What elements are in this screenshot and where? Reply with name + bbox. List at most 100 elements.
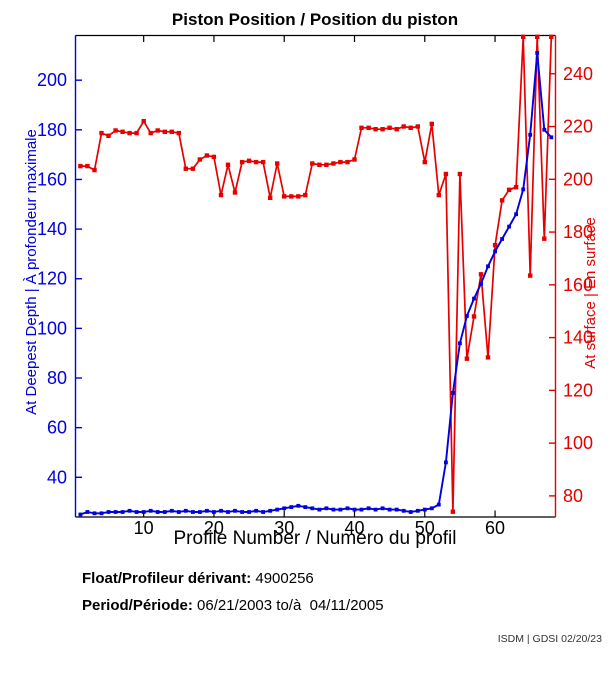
data-point-marker	[127, 130, 132, 136]
data-point-marker	[225, 162, 231, 167]
data-point-marker	[134, 130, 139, 136]
data-point-marker	[506, 187, 512, 192]
x-tick-label: 10	[134, 518, 154, 538]
data-point-marker	[436, 502, 441, 507]
data-point-marker	[205, 508, 209, 513]
data-point-marker	[451, 391, 455, 395]
data-point-marker	[106, 510, 111, 514]
data-point-marker	[120, 129, 125, 134]
data-point-marker	[408, 510, 413, 514]
data-point-marker	[148, 508, 153, 513]
float-label: Float/Profileur dérivant:	[82, 570, 252, 587]
data-point-marker	[317, 507, 322, 512]
data-point-marker	[450, 509, 456, 514]
right-tick-label: 80	[563, 486, 583, 506]
data-point-marker	[422, 159, 427, 165]
data-point-marker	[429, 506, 434, 511]
data-point-marker	[148, 130, 153, 136]
data-point-marker	[401, 508, 406, 513]
data-point-marker	[535, 34, 540, 39]
data-point-marker	[471, 314, 477, 319]
data-point-marker	[317, 162, 322, 167]
data-point-marker	[275, 161, 280, 166]
left-tick-label: 100	[37, 318, 67, 338]
surface-series-markers	[78, 34, 554, 514]
chart-title: Piston Position / Position du piston	[171, 10, 459, 29]
data-point-marker	[464, 356, 470, 361]
data-point-marker	[528, 273, 533, 278]
data-point-marker	[513, 185, 519, 190]
data-point-marker	[535, 51, 540, 55]
x-tick-label: 50	[415, 518, 435, 538]
right-tick-label: 160	[563, 275, 593, 295]
data-point-marker	[457, 171, 463, 177]
left-tick-label: 160	[37, 169, 67, 189]
right-tick-label: 140	[563, 328, 593, 348]
data-point-marker	[422, 507, 427, 512]
data-point-marker	[190, 166, 196, 171]
left-tick-label: 200	[37, 70, 67, 90]
data-point-marker	[415, 508, 420, 513]
data-point-marker	[296, 503, 301, 508]
data-point-marker	[169, 129, 174, 134]
data-point-marker	[366, 125, 371, 130]
data-point-marker	[500, 237, 504, 241]
data-point-marker	[549, 135, 554, 140]
data-point-marker	[233, 508, 237, 513]
data-point-marker	[549, 34, 554, 39]
left-tick-label: 180	[37, 120, 67, 140]
data-point-marker	[415, 124, 420, 129]
data-point-marker	[352, 507, 357, 512]
data-point-marker	[275, 507, 280, 512]
data-point-marker	[324, 162, 329, 167]
data-point-marker	[521, 34, 526, 39]
data-point-marker	[246, 158, 252, 163]
data-point-marker	[212, 510, 216, 514]
data-point-marker	[408, 125, 413, 130]
data-point-marker	[254, 508, 258, 513]
data-point-marker	[331, 161, 336, 166]
data-point-marker	[155, 128, 160, 133]
data-point-marker	[352, 157, 357, 162]
data-point-marker	[345, 506, 350, 511]
data-point-marker	[436, 192, 441, 198]
data-point-marker	[176, 510, 181, 514]
data-point-marker	[444, 460, 448, 465]
data-point-marker	[303, 505, 308, 509]
data-point-marker	[380, 506, 385, 511]
data-point-marker	[239, 159, 245, 165]
right-tick-label: 220	[563, 117, 593, 137]
data-point-marker	[387, 507, 392, 512]
data-point-marker	[247, 510, 251, 514]
data-point-marker	[282, 506, 287, 511]
left-tick-label: 140	[37, 219, 67, 239]
float-value: 4900256	[255, 570, 314, 587]
data-point-marker	[373, 127, 378, 132]
data-point-marker	[331, 507, 336, 512]
data-point-marker	[204, 153, 210, 158]
data-point-marker	[373, 507, 378, 512]
data-point-marker	[401, 124, 406, 129]
data-point-marker	[338, 507, 343, 512]
data-point-marker	[303, 192, 308, 198]
data-point-marker	[458, 341, 462, 346]
data-point-marker	[486, 264, 490, 269]
data-point-marker	[465, 314, 469, 318]
data-point-marker	[183, 166, 188, 171]
data-point-marker	[507, 224, 511, 229]
x-tick-label: 40	[344, 518, 364, 538]
data-point-marker	[169, 508, 174, 513]
left-tick-label: 60	[47, 418, 67, 438]
right-tick-label: 100	[563, 433, 593, 453]
data-point-marker	[162, 129, 167, 134]
data-point-marker	[198, 510, 202, 514]
left-tick-label: 40	[47, 467, 67, 487]
data-point-marker	[211, 154, 217, 160]
data-point-marker	[232, 190, 238, 195]
data-point-marker	[141, 510, 146, 514]
data-point-marker	[253, 159, 259, 165]
right-tick-label: 200	[563, 169, 593, 189]
data-point-marker	[380, 127, 385, 132]
data-point-marker	[197, 157, 203, 162]
x-tick-label: 60	[485, 518, 505, 538]
